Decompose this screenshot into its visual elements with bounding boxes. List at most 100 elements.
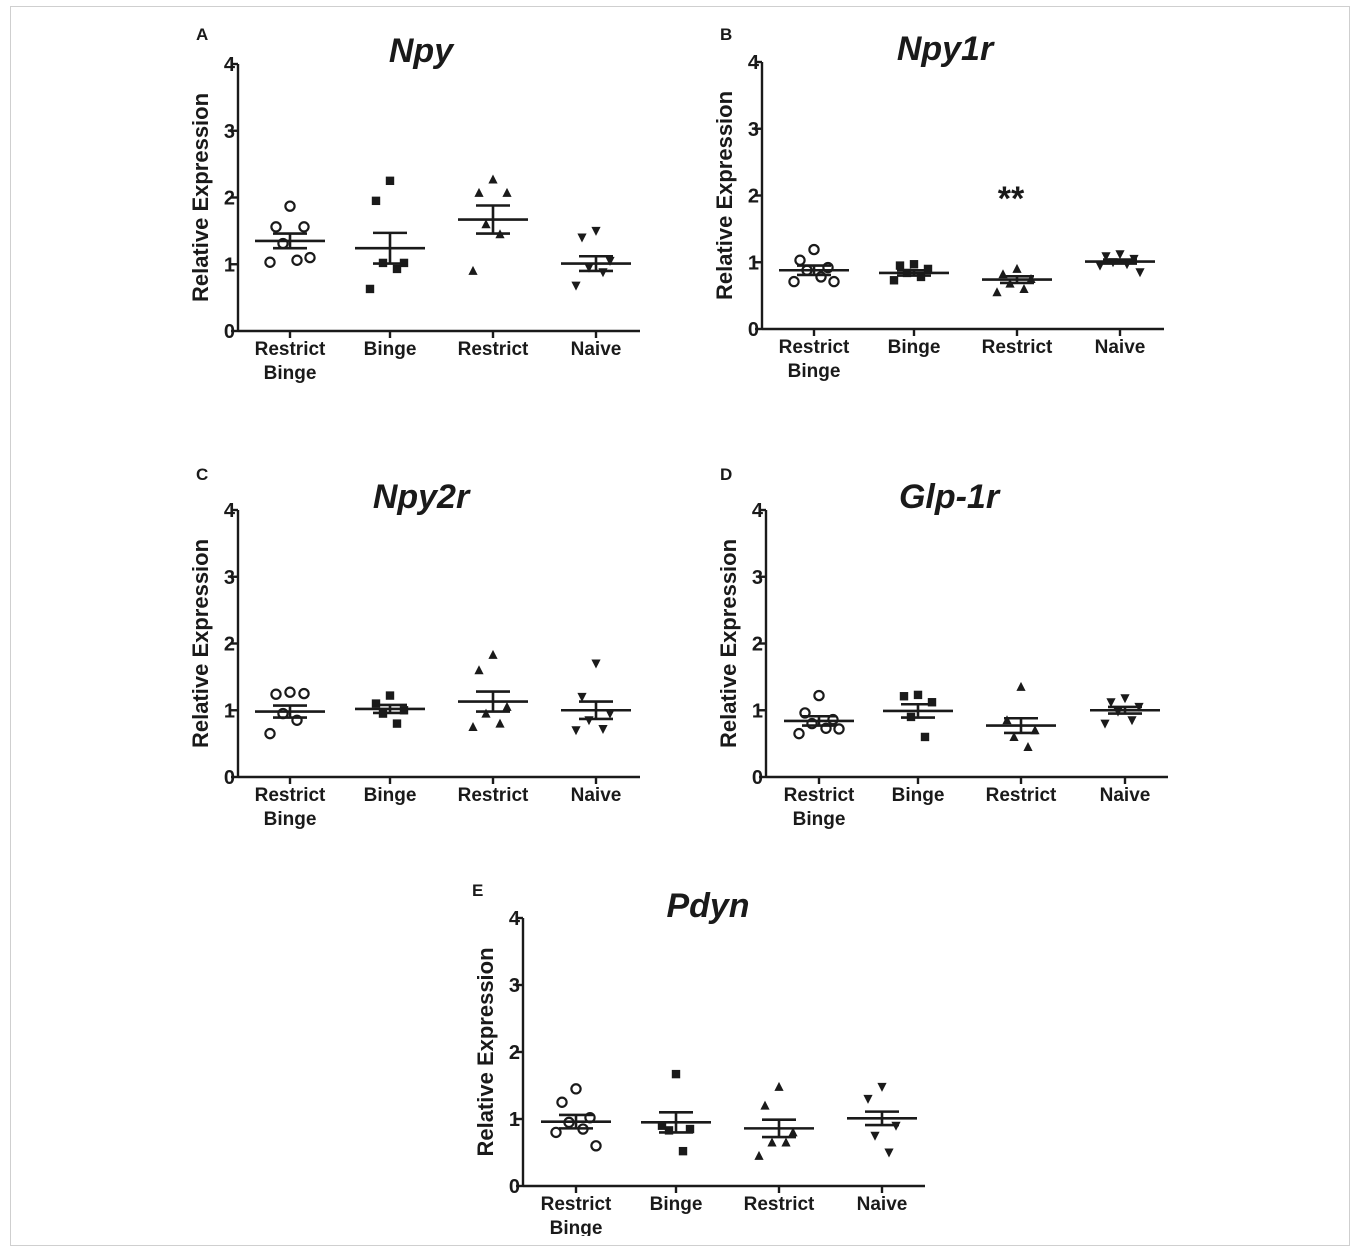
x-tick-label: Restrict (458, 339, 529, 360)
y-tick-label: 4 (752, 500, 764, 522)
x-tick-label: Binge (264, 363, 317, 384)
data-point (393, 719, 401, 727)
data-point (829, 277, 838, 286)
data-point (591, 1141, 600, 1150)
series-group-2 (641, 1070, 711, 1155)
data-point (577, 234, 586, 243)
y-tick-label: 4 (224, 54, 236, 76)
data-point (1135, 268, 1144, 277)
x-tick-label: Naive (857, 1194, 908, 1215)
significance-marker: ** (998, 180, 1025, 218)
data-point (754, 1151, 763, 1160)
x-tick-label: Binge (364, 785, 417, 806)
data-point (285, 688, 294, 697)
y-tick-label: 2 (509, 1042, 520, 1064)
y-tick-label: 4 (224, 500, 236, 522)
data-point (299, 222, 308, 231)
x-tick-label: Binge (888, 337, 941, 358)
data-point (1100, 720, 1109, 729)
data-point (896, 261, 904, 269)
chart-panel-c: CNpy2r01234Relative ExpressionRestrictBi… (188, 465, 640, 830)
data-point (474, 188, 483, 197)
x-tick-label: Restrict (255, 339, 326, 360)
panel-letter: E (472, 881, 483, 900)
data-point (863, 1095, 872, 1104)
data-point (1120, 694, 1129, 703)
y-axis-label: Relative Expression (473, 947, 498, 1156)
panel-letter: C (196, 465, 208, 484)
data-point (265, 729, 274, 738)
data-point (372, 197, 380, 205)
y-tick-label: 4 (509, 908, 521, 930)
y-tick-label: 1 (752, 700, 763, 722)
panel-letter: B (720, 25, 732, 44)
x-tick-label: Restrict (779, 337, 850, 358)
data-point (679, 1147, 687, 1155)
x-tick-label: Naive (571, 339, 622, 360)
data-point (557, 1098, 566, 1107)
y-tick-label: 0 (752, 767, 763, 789)
series-group-3 (986, 682, 1056, 751)
series-group-2 (355, 177, 425, 294)
chart-title: Npy (389, 32, 455, 70)
panel-letter: D (720, 465, 732, 484)
x-tick-label: Binge (892, 785, 945, 806)
data-point (386, 177, 394, 185)
chart-panel-d: D Glp-1r 0 1 2 3 4 Relative Expression Restrict B… (716, 465, 1168, 830)
series-group-2 (883, 691, 953, 741)
x-tick-label: Binge (550, 1218, 603, 1236)
data-point (591, 660, 600, 669)
y-tick-label: 3 (509, 975, 520, 997)
data-point (299, 689, 308, 698)
x-tick-label: Restrict (458, 785, 529, 806)
series-group-3 (458, 174, 528, 274)
data-point (760, 1101, 769, 1110)
data-point (271, 690, 280, 699)
chart-panel-e: E Pdyn01234Relative ExpressionRestrictBin… (472, 881, 925, 1236)
series-group-3: ** (982, 180, 1052, 296)
x-tick-label: Binge (364, 339, 417, 360)
data-point (571, 726, 580, 735)
chart-title: Npy2r (373, 478, 471, 516)
x-tick-label: Naive (1100, 785, 1151, 806)
y-axis-label: Relative Expression (712, 91, 737, 300)
data-point (1113, 708, 1122, 717)
data-point (502, 188, 511, 197)
data-point (502, 702, 511, 711)
y-axis-label: Relative Expression (188, 539, 213, 748)
y-tick-label: 3 (752, 567, 763, 589)
series-group-4 (1090, 694, 1160, 728)
data-point (265, 258, 274, 267)
data-point (305, 253, 314, 262)
data-point (386, 691, 394, 699)
x-tick-label: Restrict (744, 1194, 815, 1215)
data-point (914, 691, 922, 699)
x-tick-label: Binge (788, 361, 841, 382)
data-point (571, 282, 580, 291)
data-point (1016, 682, 1025, 691)
data-point (481, 709, 490, 718)
data-point (292, 256, 301, 265)
data-point (900, 692, 908, 700)
y-tick-label: 1 (509, 1109, 520, 1131)
data-point (794, 729, 803, 738)
x-tick-label: Restrict (986, 785, 1057, 806)
data-point (992, 287, 1001, 296)
x-tick-label: Restrict (255, 785, 326, 806)
data-point (781, 1137, 790, 1146)
data-point (767, 1137, 776, 1146)
y-tick-label: 2 (224, 188, 235, 210)
y-tick-label: 3 (224, 567, 235, 589)
series-group-2 (355, 691, 425, 727)
series-group-1 (784, 691, 854, 738)
series-group-2 (879, 260, 949, 284)
y-tick-label: 2 (752, 634, 763, 656)
data-point (584, 716, 593, 725)
data-point (468, 722, 477, 731)
data-point (1002, 715, 1011, 724)
data-point (672, 1070, 680, 1078)
data-point (393, 265, 401, 273)
y-tick-label: 0 (509, 1176, 520, 1198)
series-group-4 (561, 227, 631, 291)
data-point (468, 266, 477, 275)
